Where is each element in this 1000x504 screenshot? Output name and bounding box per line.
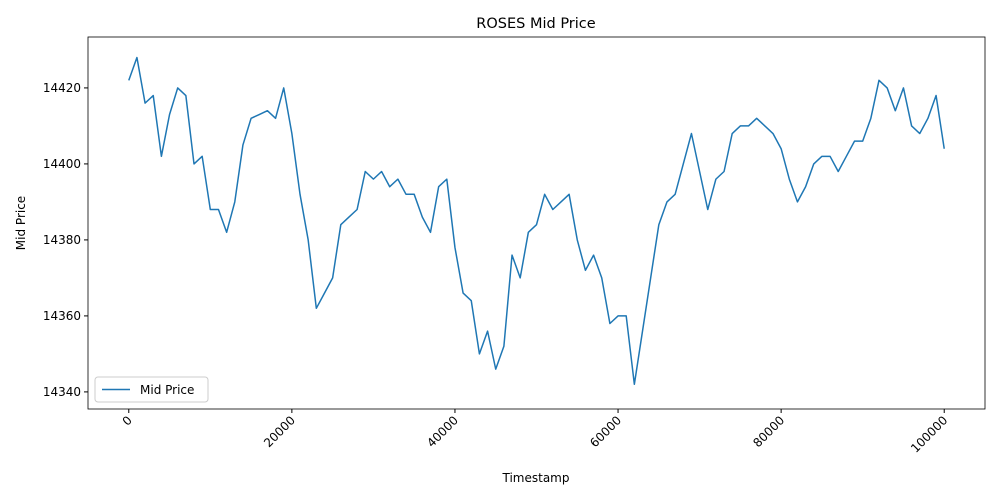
y-tick-label: 14380 — [43, 233, 81, 247]
plot-frame — [87, 36, 986, 410]
legend: Mid Price — [94, 376, 209, 403]
x-axis-label: Timestamp — [502, 471, 570, 485]
y-axis-label: Mid Price — [14, 196, 28, 250]
legend-box — [94, 376, 209, 403]
y-tick-label: 14360 — [43, 309, 81, 323]
series-line — [128, 56, 945, 386]
y-tick-label: 14420 — [43, 81, 81, 95]
legend-label: Mid Price — [140, 383, 194, 397]
chart-title: ROSES Mid Price — [476, 16, 595, 32]
y-tick-label: 14400 — [43, 157, 81, 171]
y-tick-label: 14340 — [43, 385, 81, 399]
